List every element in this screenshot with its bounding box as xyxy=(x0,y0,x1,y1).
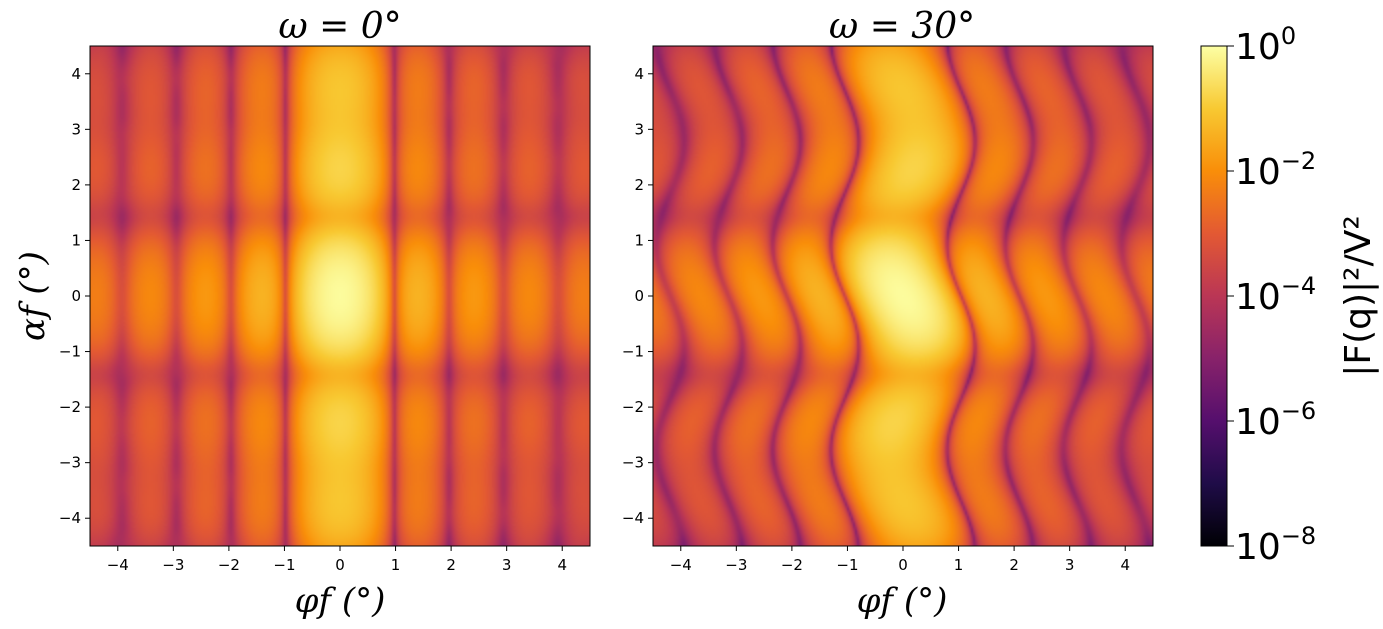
x-tick-label: 0 xyxy=(335,556,345,574)
x-tick-label: 3 xyxy=(502,556,512,574)
x-tick-label: −2 xyxy=(218,556,240,574)
colorbar-gradient xyxy=(1201,46,1227,546)
y-tick-label: −2 xyxy=(622,398,644,416)
heatmap-image-omega-0 xyxy=(90,46,590,546)
y-tick-label: −3 xyxy=(59,454,81,472)
x-tick-label: −3 xyxy=(725,556,747,574)
x-tick-label: 2 xyxy=(1009,556,1019,574)
colorbar-label: |F(q)|²/V² xyxy=(1338,215,1379,377)
y-tick-label: −3 xyxy=(622,454,644,472)
x-tick-label: −2 xyxy=(781,556,803,574)
x-tick-label: 4 xyxy=(1120,556,1130,574)
axis-ticks-omega-0: −4 −3 −2 −1 0 1 2 3 4 −4 −3 −2 −1 0 1 2 3 4 xyxy=(59,65,567,574)
x-tick-label: 0 xyxy=(898,556,908,574)
x-tick-label: 3 xyxy=(1065,556,1075,574)
y-tick-label: 2 xyxy=(634,176,644,194)
y-tick-label: −2 xyxy=(59,398,81,416)
x-axis-label-omega-0: φf (°) xyxy=(295,581,386,621)
y-tick-label: −1 xyxy=(622,343,644,361)
y-tick-label: 4 xyxy=(634,65,644,83)
y-tick-label: 0 xyxy=(634,287,644,305)
y-tick-label: −4 xyxy=(59,509,81,527)
y-tick-label: 0 xyxy=(71,287,81,305)
x-tick-label: −1 xyxy=(273,556,295,574)
colorbar-tick-label: 10−6 xyxy=(1235,397,1316,443)
y-tick-label: 3 xyxy=(634,120,644,138)
x-tick-label: −3 xyxy=(162,556,184,574)
x-tick-label: 4 xyxy=(557,556,567,574)
x-tick-label: −4 xyxy=(107,556,129,574)
heatmap-panel-omega-30: ω = 30° −4 −3 −2 −1 0 1 2 3 4 −4 −3 −2 −1 0 1 2 3 4 φf (°… xyxy=(622,6,1154,621)
y-tick-label: 4 xyxy=(71,65,81,83)
colorbar-tick-label: 100 xyxy=(1235,22,1296,68)
y-axis-label-omega-0: αf (°) xyxy=(13,251,53,341)
y-tick-label: −1 xyxy=(59,343,81,361)
heatmap-image-omega-30 xyxy=(653,46,1153,546)
y-tick-label: 2 xyxy=(71,176,81,194)
panel-title-omega-30: ω = 30° xyxy=(829,6,975,47)
heatmap-panel-omega-0: ω = 0° −4 −3 −2 −1 0 1 2 3 4 −4 −3 −2 −1 0 1 2 3 4 φf (°)… xyxy=(13,6,591,621)
axis-ticks-omega-30: −4 −3 −2 −1 0 1 2 3 4 −4 −3 −2 −1 0 1 2 3 4 xyxy=(622,65,1130,574)
colorbar-ticks: 100 10−2 10−4 10−6 10−8 xyxy=(1227,22,1316,568)
y-tick-label: 1 xyxy=(71,231,81,249)
x-tick-label: −1 xyxy=(836,556,858,574)
panel-title-omega-0: ω = 0° xyxy=(278,6,401,47)
colorbar-tick-label: 10−8 xyxy=(1235,522,1316,568)
colorbar-tick-label: 10−2 xyxy=(1235,147,1316,193)
y-tick-label: −4 xyxy=(622,509,644,527)
x-axis-label-omega-30: φf (°) xyxy=(857,581,948,621)
x-tick-label: 1 xyxy=(391,556,401,574)
y-tick-label: 1 xyxy=(634,231,644,249)
x-tick-label: 1 xyxy=(954,556,964,574)
x-tick-label: −4 xyxy=(670,556,692,574)
colorbar-tick-label: 10−4 xyxy=(1235,272,1316,318)
colorbar: 100 10−2 10−4 10−6 10−8 |F(q)|²/V² xyxy=(1200,22,1379,568)
y-tick-label: 3 xyxy=(71,120,81,138)
x-tick-label: 2 xyxy=(446,556,456,574)
